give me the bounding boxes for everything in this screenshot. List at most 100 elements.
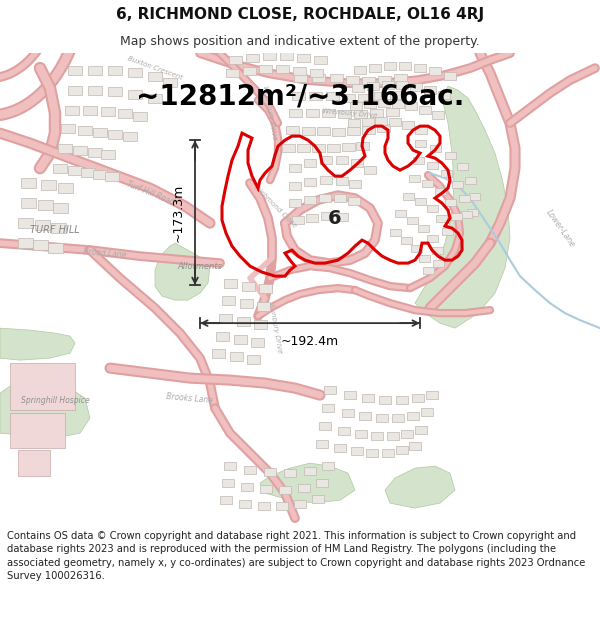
Polygon shape [222, 479, 234, 487]
Polygon shape [401, 430, 413, 438]
Polygon shape [289, 164, 301, 172]
Polygon shape [264, 468, 276, 476]
Polygon shape [396, 396, 408, 404]
Polygon shape [320, 156, 332, 164]
Polygon shape [352, 84, 364, 92]
Polygon shape [298, 484, 310, 492]
Polygon shape [433, 259, 443, 267]
Polygon shape [384, 62, 396, 70]
Polygon shape [322, 462, 334, 470]
Polygon shape [410, 83, 422, 91]
Polygon shape [233, 334, 247, 344]
Polygon shape [123, 132, 137, 141]
Polygon shape [438, 91, 450, 99]
Polygon shape [367, 82, 379, 90]
Polygon shape [427, 162, 437, 169]
Polygon shape [348, 197, 360, 205]
Polygon shape [364, 100, 376, 108]
Polygon shape [431, 247, 443, 254]
Polygon shape [432, 111, 444, 119]
Polygon shape [396, 81, 408, 89]
Polygon shape [371, 432, 383, 440]
Polygon shape [324, 386, 336, 394]
Polygon shape [347, 127, 359, 135]
Polygon shape [355, 142, 368, 150]
Polygon shape [259, 284, 271, 292]
Polygon shape [394, 74, 407, 82]
Polygon shape [392, 100, 404, 108]
Polygon shape [359, 412, 371, 420]
Polygon shape [375, 117, 387, 125]
Polygon shape [414, 64, 426, 72]
Polygon shape [413, 157, 424, 164]
Polygon shape [436, 214, 446, 222]
Polygon shape [444, 72, 456, 80]
Polygon shape [377, 76, 391, 84]
Polygon shape [419, 254, 430, 262]
Polygon shape [376, 414, 388, 422]
Polygon shape [284, 469, 296, 477]
Polygon shape [148, 72, 162, 81]
Polygon shape [440, 169, 452, 177]
Polygon shape [349, 180, 361, 188]
Polygon shape [467, 209, 478, 216]
Text: Broad Lane: Broad Lane [83, 247, 127, 259]
Polygon shape [58, 183, 73, 193]
Polygon shape [311, 74, 325, 82]
Polygon shape [47, 243, 62, 253]
Text: Wrenbury Drive: Wrenbury Drive [262, 86, 278, 141]
Text: Lower-Lane: Lower-Lane [544, 208, 576, 249]
Polygon shape [229, 352, 242, 361]
Polygon shape [220, 496, 232, 504]
Polygon shape [355, 430, 367, 438]
Polygon shape [148, 94, 162, 102]
Polygon shape [362, 118, 374, 126]
Polygon shape [344, 391, 356, 399]
Polygon shape [336, 213, 348, 221]
Polygon shape [419, 106, 431, 114]
Text: Wrenbury Drive: Wrenbury Drive [322, 107, 378, 119]
Polygon shape [399, 62, 411, 70]
Polygon shape [452, 181, 463, 188]
Text: Sunbury Drive: Sunbury Drive [268, 302, 283, 354]
Polygon shape [427, 234, 437, 242]
Polygon shape [258, 502, 270, 510]
Polygon shape [361, 126, 374, 134]
Polygon shape [353, 110, 367, 118]
Polygon shape [373, 92, 386, 100]
Polygon shape [377, 124, 389, 132]
Polygon shape [422, 267, 433, 274]
Polygon shape [464, 177, 476, 184]
Polygon shape [53, 203, 67, 213]
Polygon shape [260, 463, 355, 503]
Polygon shape [322, 404, 334, 412]
Polygon shape [101, 149, 115, 159]
Polygon shape [385, 466, 455, 508]
Polygon shape [469, 192, 479, 199]
Polygon shape [163, 78, 177, 87]
Polygon shape [73, 146, 87, 154]
Polygon shape [320, 176, 332, 184]
Polygon shape [350, 102, 362, 110]
Polygon shape [331, 128, 344, 136]
Polygon shape [289, 109, 302, 117]
Text: Springhill Hospice: Springhill Hospice [20, 396, 89, 404]
Polygon shape [396, 446, 408, 454]
Polygon shape [17, 218, 32, 228]
Polygon shape [386, 108, 398, 116]
Text: Brooks Lane: Brooks Lane [166, 392, 214, 404]
Polygon shape [415, 198, 425, 204]
Polygon shape [395, 209, 406, 217]
Text: Map shows position and indicative extent of the property.: Map shows position and indicative extent… [120, 35, 480, 48]
Polygon shape [409, 174, 419, 182]
Polygon shape [276, 502, 288, 510]
Text: Richmond Close: Richmond Close [253, 184, 297, 228]
Polygon shape [279, 486, 291, 494]
Polygon shape [35, 220, 49, 230]
Polygon shape [212, 349, 224, 358]
Polygon shape [336, 177, 348, 185]
Polygon shape [427, 204, 437, 212]
Polygon shape [289, 199, 301, 207]
Polygon shape [68, 66, 82, 74]
Polygon shape [334, 444, 346, 452]
